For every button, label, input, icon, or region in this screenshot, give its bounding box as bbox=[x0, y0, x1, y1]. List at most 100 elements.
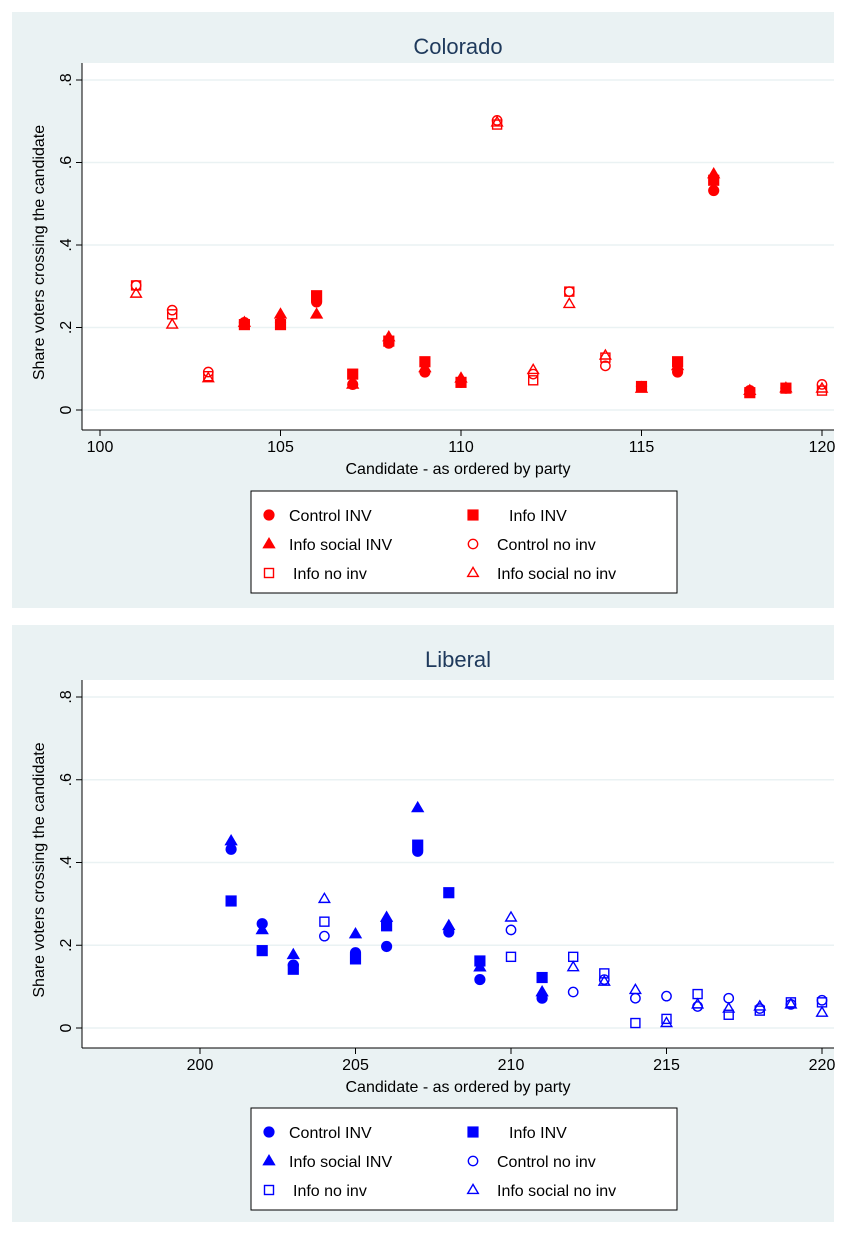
legend-marker-circle-filled bbox=[263, 1126, 275, 1138]
chart-title: Colorado bbox=[413, 34, 502, 59]
data-point-triangle-filled bbox=[382, 329, 396, 342]
legend-marker-triangle-hollow bbox=[466, 566, 480, 578]
x-axis-label: Candidate - as ordered by party bbox=[345, 461, 570, 478]
legend-marker-triangle-hollow bbox=[466, 1183, 480, 1195]
legend-label: Info INV bbox=[509, 508, 567, 525]
data-point-triangle-filled bbox=[418, 360, 432, 373]
plot-area bbox=[82, 63, 834, 430]
y-tick-label: .2 bbox=[58, 938, 75, 951]
legend-marker-square-hollow bbox=[263, 1184, 275, 1196]
data-point-triangle-hollow bbox=[490, 115, 504, 127]
data-point-square-filled bbox=[311, 290, 323, 302]
y-tick-label: 0 bbox=[58, 1023, 75, 1032]
data-point-triangle-hollow bbox=[722, 1001, 736, 1013]
x-tick-label: 110 bbox=[448, 439, 474, 456]
x-tick-label: 120 bbox=[809, 439, 836, 456]
data-point-square-hollow bbox=[599, 968, 610, 979]
data-point-triangle-hollow bbox=[784, 997, 798, 1009]
legend: Control INV Info INV Info social INV Contro… bbox=[250, 1107, 678, 1211]
x-tick-label: 215 bbox=[653, 1057, 680, 1074]
legend-label: Info social no inv bbox=[497, 1183, 616, 1200]
data-point-triangle-filled bbox=[473, 960, 487, 972]
chart-title: Liberal bbox=[425, 647, 491, 672]
legend-box bbox=[250, 1107, 678, 1211]
data-point-square-hollow bbox=[723, 1009, 734, 1020]
data-point-circle-filled bbox=[225, 843, 237, 855]
legend-marker-square-filled bbox=[467, 1126, 479, 1138]
data-point-triangle-filled bbox=[286, 947, 300, 960]
data-point-square-filled bbox=[536, 971, 548, 984]
y-tick-label: .2 bbox=[58, 321, 75, 334]
legend-label: Control no inv bbox=[497, 1154, 596, 1171]
y-tick-label: .4 bbox=[58, 856, 75, 869]
data-point-circle-filled bbox=[708, 184, 720, 197]
x-tick-label: 210 bbox=[498, 1057, 525, 1074]
x-tick-label: 205 bbox=[342, 1057, 369, 1074]
legend-marker-circle-hollow bbox=[467, 1155, 479, 1167]
chart-panel-1: 0 .2 .4 .6 .8 100 105 110 115 120 Colorado Candidat… bbox=[12, 12, 835, 608]
legend-label: Info no inv bbox=[293, 566, 367, 583]
data-point-square-hollow bbox=[564, 286, 575, 297]
legend-label: Info no inv bbox=[293, 1183, 367, 1200]
legend: Control INV Info INV Info social INV Contro… bbox=[250, 490, 678, 594]
y-tick-label: .6 bbox=[58, 773, 75, 786]
data-points bbox=[129, 115, 829, 399]
data-point-circle-hollow bbox=[600, 360, 611, 372]
data-point-triangle-filled bbox=[273, 307, 288, 319]
legend-label: Info INV bbox=[509, 1125, 567, 1142]
data-point-triangle-filled bbox=[707, 167, 721, 179]
data-point-square-hollow bbox=[661, 1013, 672, 1025]
data-point-triangle-hollow bbox=[562, 297, 576, 309]
data-point-triangle-hollow bbox=[659, 1016, 674, 1028]
x-tick-label: 200 bbox=[187, 1057, 214, 1074]
legend-label: Info social INV bbox=[289, 1154, 392, 1171]
y-tick-label: .8 bbox=[58, 73, 75, 86]
data-point-square-hollow bbox=[630, 1017, 641, 1029]
legend-label: Control INV bbox=[289, 1125, 372, 1142]
data-point-square-filled bbox=[708, 174, 720, 186]
legend-marker-triangle-filled bbox=[262, 1153, 276, 1166]
data-point-triangle-hollow bbox=[201, 371, 215, 383]
data-point-triangle-filled bbox=[411, 800, 425, 813]
data-point-circle-hollow bbox=[661, 990, 672, 1002]
data-point-triangle-filled bbox=[779, 381, 793, 393]
plot-area bbox=[82, 680, 834, 1048]
data-point-triangle-hollow bbox=[165, 317, 179, 329]
data-point-square-hollow bbox=[505, 951, 517, 963]
data-point-triangle-filled bbox=[224, 833, 238, 846]
legend-marker-square-filled bbox=[467, 509, 479, 521]
data-point-circle-hollow bbox=[816, 379, 828, 390]
data-point-circle-filled bbox=[381, 940, 393, 953]
y-axis-label: Share voters crossing the candidate bbox=[31, 742, 48, 997]
data-point-triangle-filled bbox=[454, 371, 468, 383]
data-point-triangle-hollow bbox=[628, 982, 642, 995]
data-point-triangle-filled bbox=[255, 922, 269, 935]
data-point-triangle-hollow bbox=[597, 974, 611, 986]
legend-label: Control no inv bbox=[497, 537, 596, 554]
data-point-circle-filled bbox=[474, 974, 486, 986]
y-tick-label: .6 bbox=[58, 156, 75, 169]
legend-marker-triangle-filled bbox=[262, 536, 276, 549]
legend-box bbox=[250, 490, 678, 594]
legend-label: Info social INV bbox=[289, 537, 392, 554]
legend-marker-circle-hollow bbox=[467, 538, 479, 550]
data-point-triangle-hollow bbox=[598, 348, 612, 360]
data-point-square-filled bbox=[256, 945, 268, 957]
data-point-triangle-hollow bbox=[815, 381, 829, 393]
data-point-triangle-filled bbox=[379, 910, 394, 922]
data-point-triangle-filled bbox=[442, 918, 456, 931]
data-point-circle-hollow bbox=[505, 924, 517, 936]
data-point-square-filled bbox=[347, 368, 359, 380]
data-point-triangle-hollow bbox=[691, 997, 705, 1009]
data-point-triangle-filled bbox=[535, 984, 549, 997]
data-point-square-filled bbox=[287, 963, 299, 975]
data-point-triangle-filled bbox=[670, 358, 685, 371]
legend-label: Info social no inv bbox=[497, 566, 616, 583]
legend-marker-square-hollow bbox=[263, 567, 275, 579]
data-point-square-filled bbox=[225, 895, 237, 907]
data-point-triangle-hollow bbox=[815, 1005, 829, 1017]
data-point-square-filled bbox=[274, 319, 287, 331]
data-point-triangle-hollow bbox=[317, 891, 331, 904]
y-tick-label: .8 bbox=[58, 690, 75, 703]
